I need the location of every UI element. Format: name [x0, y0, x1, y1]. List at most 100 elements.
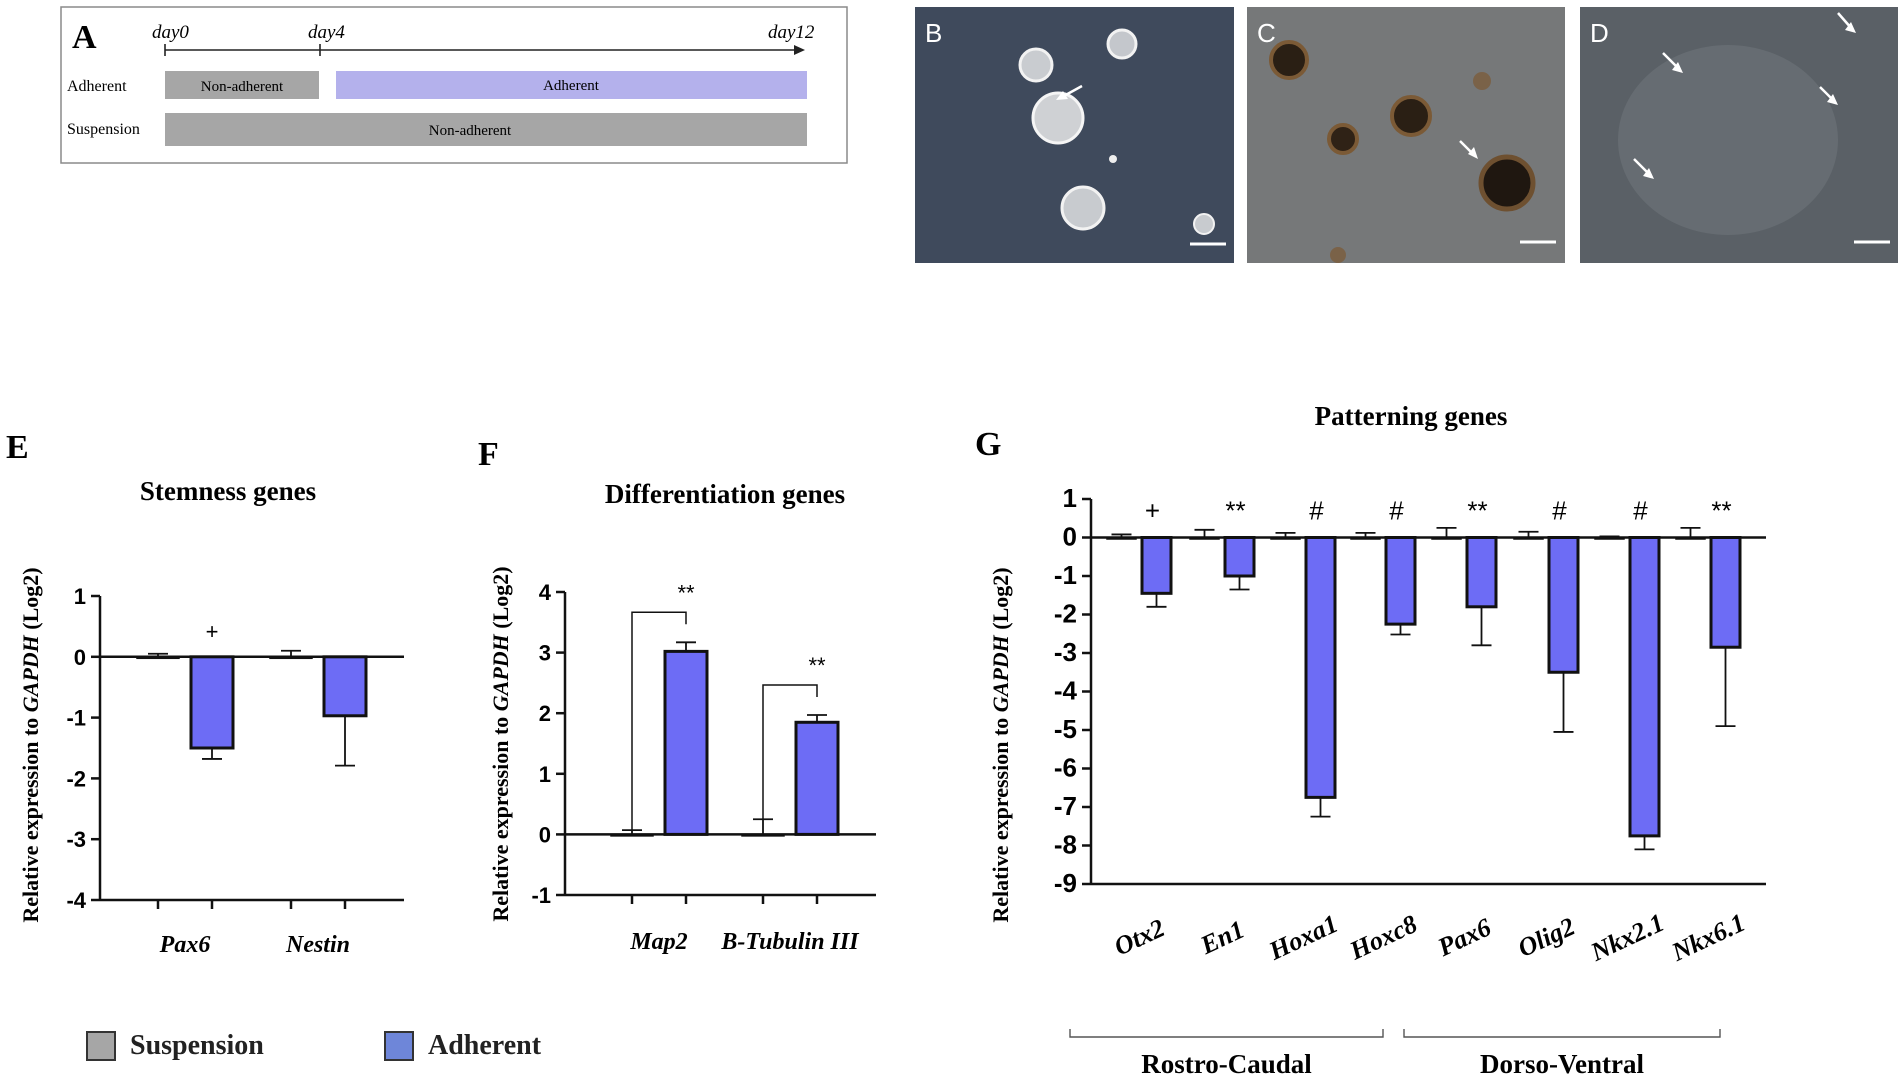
y-tick-label: -2 — [66, 766, 86, 791]
y-tick-label: -1 — [531, 883, 551, 908]
x-tick-label: Olig2 — [1513, 912, 1579, 963]
y-axis-label: Relative expression to GAPDH (Log2) — [988, 567, 1013, 922]
x-tick-label: Nestin — [285, 932, 350, 958]
neurosphere — [1193, 213, 1215, 235]
y-tick-label: 1 — [74, 584, 86, 609]
chart-title: Stemness genes — [140, 476, 316, 506]
panel-a-timeline: A day0 day4 day12 Adherent Non-adherent … — [60, 6, 848, 164]
micrograph-c: C — [1247, 7, 1565, 263]
x-tick-label: Pax6 — [159, 932, 211, 958]
bar-adherent — [189, 655, 235, 750]
y-tick-label: -8 — [1054, 830, 1077, 860]
x-tick-label: Otx2 — [1110, 913, 1169, 961]
bar-adherent — [1304, 536, 1337, 799]
row-suspension-label: Suspension — [67, 121, 140, 138]
chart-patterning: Patterning genes Relative expression to G… — [988, 401, 1766, 1079]
y-tick-label: 1 — [1063, 483, 1077, 513]
significance-marker: # — [1389, 496, 1404, 526]
y-tick-label: 0 — [539, 822, 551, 847]
significance-marker: + — [206, 619, 219, 644]
bar-adherent — [1465, 536, 1498, 609]
group-bracket — [1403, 1029, 1721, 1038]
x-tick-label: Hoxa1 — [1264, 909, 1343, 966]
arrow-icon — [1643, 168, 1654, 179]
significance-marker: + — [1145, 496, 1160, 526]
neurosphere — [1031, 91, 1085, 145]
sphere — [1390, 95, 1432, 137]
x-tick-label: Nkx2.1 — [1585, 908, 1668, 967]
significance-bracket — [631, 611, 687, 831]
x-tick-label: Hoxc8 — [1344, 909, 1421, 966]
y-tick-label: 2 — [539, 701, 551, 726]
micrograph-d: D — [1580, 7, 1898, 263]
timeline-arrowhead — [794, 45, 805, 55]
y-tick-label: 0 — [1063, 522, 1077, 552]
sphere — [1478, 154, 1536, 212]
y-tick-label: -4 — [66, 888, 86, 913]
bar-adherent — [1140, 536, 1173, 595]
panel-a-label: A — [72, 19, 97, 56]
x-tick-label: B-Tubulin III — [720, 929, 860, 955]
significance-marker: ** — [677, 580, 695, 605]
y-axis-label: Relative expression to GAPDH (Log2) — [488, 566, 513, 921]
bar-adherent — [1223, 536, 1256, 578]
y-tick-label: 3 — [539, 641, 551, 666]
y-tick-label: -6 — [1054, 753, 1077, 783]
panel-f-label: F — [478, 436, 499, 473]
micrograph-b-label: B — [925, 18, 942, 48]
timeline-day4-label: day4 — [308, 22, 345, 43]
y-tick-label: -3 — [1054, 637, 1077, 667]
x-tick-label: Nkx6.1 — [1666, 908, 1749, 967]
chart-title: Differentiation genes — [605, 479, 845, 509]
sphere — [1473, 72, 1491, 90]
sphere — [1269, 40, 1309, 80]
cell-debris — [1109, 155, 1117, 163]
adherent-row-nonadherent-label: Non-adherent — [201, 79, 284, 95]
chart-differentiation: Differentiation genes Relative expression… — [488, 479, 876, 955]
y-tick-label: -1 — [1054, 560, 1077, 590]
group-label: Dorso-Ventral — [1480, 1049, 1644, 1079]
y-tick-label: -7 — [1054, 791, 1077, 821]
arrow-icon — [1672, 62, 1683, 73]
suspension-row-nonadherent-bar — [165, 113, 807, 146]
arrow-icon — [1468, 147, 1478, 159]
bar-adherent — [1384, 536, 1417, 626]
row-adherent-label: Adherent — [67, 78, 127, 95]
panel-e-label: E — [6, 429, 29, 466]
sphere — [1330, 247, 1346, 263]
bar-adherent — [1547, 536, 1580, 674]
group-label: Rostro-Caudal — [1141, 1049, 1312, 1079]
legend-swatch-adherent — [384, 1031, 414, 1061]
x-tick-label: En1 — [1195, 915, 1249, 961]
micrograph-c-label: C — [1257, 18, 1276, 48]
y-tick-label: -9 — [1054, 868, 1077, 898]
chart-stemness: Stemness genes Relative expression to GAP… — [18, 476, 404, 958]
y-tick-label: 1 — [539, 762, 551, 787]
timeline-day12-label: day12 — [768, 22, 815, 43]
x-tick-label: Map2 — [629, 929, 687, 955]
arrow-icon — [1056, 91, 1068, 100]
bar-adherent — [1628, 536, 1661, 838]
y-tick-label: -5 — [1054, 714, 1077, 744]
chart-title: Patterning genes — [1315, 401, 1508, 431]
significance-marker: ** — [808, 653, 826, 678]
neurosphere — [1018, 47, 1054, 83]
legend-label-adherent: Adherent — [428, 1030, 542, 1061]
arrow-icon — [1827, 94, 1838, 105]
y-tick-label: 4 — [539, 580, 552, 605]
legend-item-adherent: Adherent — [384, 1030, 541, 1062]
arrow-icon — [1845, 22, 1856, 33]
legend-label-suspension: Suspension — [130, 1030, 264, 1061]
significance-marker: # — [1309, 496, 1324, 526]
y-tick-label: 0 — [74, 645, 86, 670]
legend-item-suspension: Suspension — [86, 1030, 264, 1062]
suspension-row-nonadherent-label: Non-adherent — [429, 123, 512, 139]
neurosphere — [1106, 28, 1138, 60]
y-tick-label: -4 — [1054, 676, 1078, 706]
bar-adherent — [663, 649, 709, 836]
bar-adherent — [322, 655, 368, 718]
significance-marker: # — [1633, 496, 1648, 526]
significance-bracket — [762, 684, 818, 820]
micrograph-b: B — [915, 7, 1234, 263]
